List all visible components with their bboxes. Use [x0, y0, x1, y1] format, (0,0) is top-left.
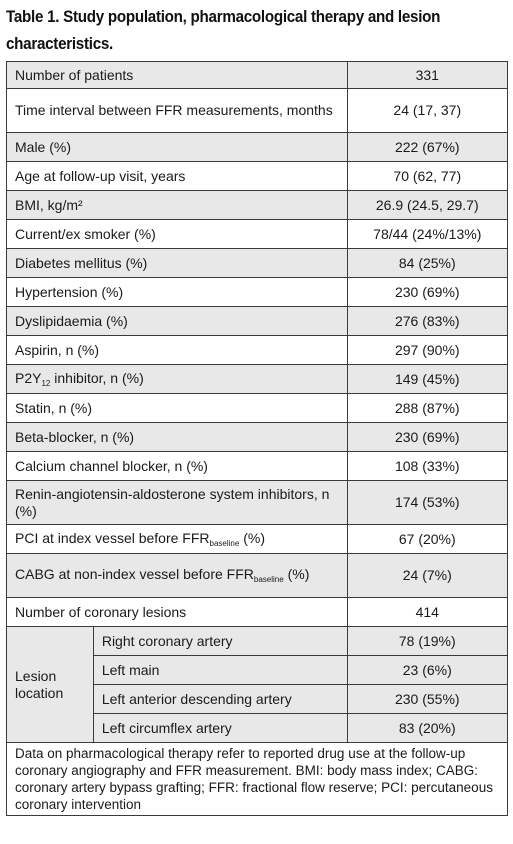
row-label: PCI at index vessel before FFRbaseline (…	[6, 524, 348, 554]
characteristics-table: Number of patients 331 Time interval bet…	[6, 61, 509, 816]
row-value: 24 (17, 37)	[346, 88, 509, 133]
table-row: Statin, n (%) 288 (87%)	[6, 393, 509, 423]
row-value: 174 (53%)	[346, 480, 509, 525]
row-value: 83 (20%)	[346, 713, 509, 743]
row-label: Number of coronary lesions	[6, 597, 348, 627]
row-label: Current/ex smoker (%)	[6, 219, 348, 249]
table-row: Time interval between FFR measurements, …	[6, 88, 509, 133]
table-row: CABG at non-index vessel before FFRbasel…	[6, 553, 509, 598]
lesion-location-label: Lesion location	[6, 626, 94, 743]
row-label: Hypertension (%)	[6, 277, 348, 307]
row-label: Male (%)	[6, 132, 348, 162]
row-value: 331	[346, 61, 509, 89]
row-label: P2Y12 inhibitor, n (%)	[6, 364, 348, 394]
row-label: Time interval between FFR measurements, …	[6, 88, 348, 133]
row-value: 67 (20%)	[346, 524, 509, 554]
row-value: 24 (7%)	[346, 553, 509, 598]
table-row: Hypertension (%) 230 (69%)	[6, 277, 509, 307]
row-value: 288 (87%)	[346, 393, 509, 423]
row-value: 230 (69%)	[346, 422, 509, 452]
table-row: P2Y12 inhibitor, n (%) 149 (45%)	[6, 364, 509, 394]
row-label: Diabetes mellitus (%)	[6, 248, 348, 278]
row-value: 230 (69%)	[346, 277, 509, 307]
row-value: 23 (6%)	[346, 655, 509, 685]
table-row: Aspirin, n (%) 297 (90%)	[6, 335, 509, 365]
row-value: 84 (25%)	[346, 248, 509, 278]
table-row: Diabetes mellitus (%) 84 (25%)	[6, 248, 509, 278]
row-label: Right coronary artery	[92, 626, 348, 656]
label-text: inhibitor, n (%)	[50, 369, 144, 386]
row-label: Number of patients	[6, 61, 348, 89]
row-label: Left anterior descending artery	[92, 684, 348, 714]
table-row: PCI at index vessel before FFRbaseline (…	[6, 524, 509, 554]
row-label: Calcium channel blocker, n (%)	[6, 451, 348, 481]
row-label: Beta-blocker, n (%)	[6, 422, 348, 452]
table-row: BMI, kg/m² 26.9 (24.5, 29.7)	[6, 190, 509, 220]
row-value: 78/44 (24%/13%)	[346, 219, 509, 249]
row-label: Aspirin, n (%)	[6, 335, 348, 365]
table-row: Dyslipidaemia (%) 276 (83%)	[6, 306, 509, 336]
table-title: Table 1. Study population, pharmacologic…	[6, 8, 441, 53]
table-footnote: Data on pharmacological therapy refer to…	[6, 742, 508, 816]
row-label: Renin-angiotensin-aldosterone system inh…	[6, 480, 348, 525]
row-value: 26.9 (24.5, 29.7)	[346, 190, 509, 220]
table-row: Male (%) 222 (67%)	[6, 132, 509, 162]
row-label: CABG at non-index vessel before FFRbasel…	[6, 553, 348, 598]
label-text: PCI at index vessel before FFR	[15, 529, 210, 546]
row-label: Age at follow-up visit, years	[6, 161, 348, 191]
row-value: 297 (90%)	[346, 335, 509, 365]
row-value: 230 (55%)	[346, 684, 509, 714]
table-row: Number of patients 331	[6, 61, 509, 89]
row-label: Left circumflex artery	[92, 713, 348, 743]
row-value: 108 (33%)	[346, 451, 509, 481]
label-subscript: 12	[41, 378, 51, 388]
label-text: CABG at non-index vessel before FFR	[15, 566, 254, 582]
row-value: 414	[346, 597, 509, 627]
label-subscript: baseline	[253, 575, 284, 584]
table-row: Number of coronary lesions 414	[6, 597, 509, 627]
row-value: 222 (67%)	[346, 132, 509, 162]
table-row: Current/ex smoker (%) 78/44 (24%/13%)	[6, 219, 509, 249]
footnote-row: Data on pharmacological therapy refer to…	[6, 742, 508, 816]
row-value: 276 (83%)	[346, 306, 509, 336]
row-label: Statin, n (%)	[6, 393, 348, 423]
row-value: 78 (19%)	[346, 626, 509, 656]
row-label: BMI, kg/m²	[6, 190, 348, 220]
label-text: (%)	[283, 566, 310, 582]
table-row: Renin-angiotensin-aldosterone system inh…	[6, 480, 509, 525]
table-row: Calcium channel blocker, n (%) 108 (33%)	[6, 451, 509, 481]
label-text: (%)	[239, 529, 266, 546]
table-row: Beta-blocker, n (%) 230 (69%)	[6, 422, 509, 452]
row-label: Left main	[92, 655, 348, 685]
row-label: Dyslipidaemia (%)	[6, 306, 348, 336]
table-row: Left circumflex artery 83 (20%)	[7, 713, 509, 743]
table-row: Age at follow-up visit, years 70 (62, 77…	[6, 161, 509, 191]
row-value: 149 (45%)	[346, 364, 509, 394]
label-subscript: baseline	[209, 538, 240, 548]
label-text: P2Y	[15, 369, 42, 386]
row-value: 70 (62, 77)	[346, 161, 509, 191]
table-row: Lesion location Right coronary artery 78…	[6, 626, 509, 743]
table-row: Left main 23 (6%)	[7, 655, 509, 685]
